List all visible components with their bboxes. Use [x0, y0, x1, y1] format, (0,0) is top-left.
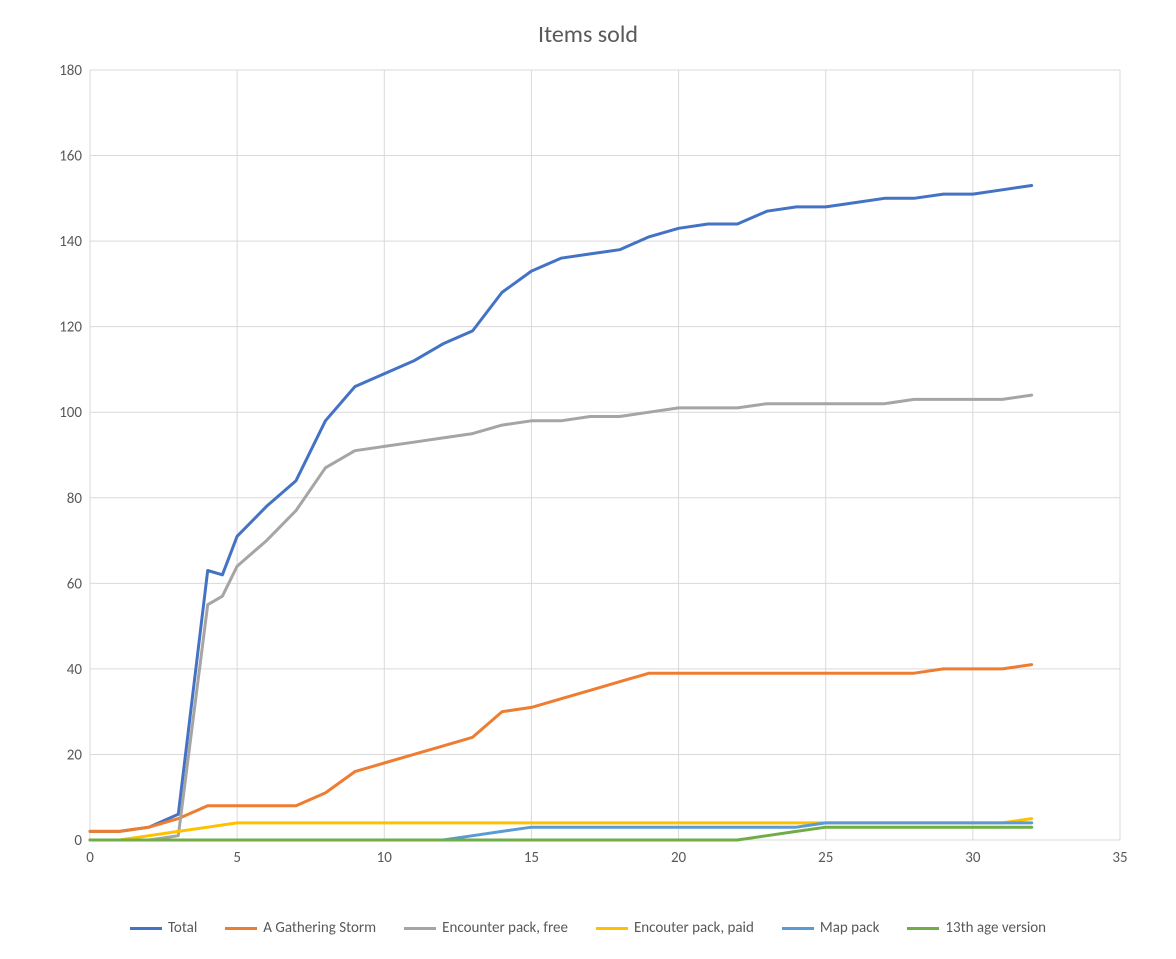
- svg-text:30: 30: [965, 849, 981, 867]
- svg-text:15: 15: [524, 849, 539, 867]
- svg-text:0: 0: [74, 832, 82, 850]
- svg-text:60: 60: [67, 575, 83, 593]
- chart-container: Items sold 0 5 10 15 20 25 30 35 0 20 40 60 80 100 12…: [0, 0, 1176, 959]
- legend-item: Encounter pack, free: [404, 919, 568, 937]
- legend-item: Map pack: [782, 919, 880, 937]
- legend-label: A Gathering Storm: [263, 919, 376, 937]
- legend-swatch: [907, 927, 939, 930]
- svg-text:120: 120: [59, 319, 82, 337]
- legend-item: 13th age version: [907, 919, 1046, 937]
- svg-text:20: 20: [671, 849, 687, 867]
- svg-text:100: 100: [59, 404, 82, 422]
- series-line: [90, 827, 1032, 840]
- legend-swatch: [130, 927, 162, 930]
- svg-text:5: 5: [233, 849, 241, 867]
- svg-text:25: 25: [818, 849, 833, 867]
- legend-swatch: [404, 927, 436, 930]
- svg-text:0: 0: [86, 849, 94, 867]
- legend-swatch: [596, 927, 628, 930]
- chart-plot-svg: 0 5 10 15 20 25 30 35 0 20 40 60 80 100 120 140 160 180: [40, 60, 1140, 880]
- svg-text:20: 20: [67, 746, 83, 764]
- series-line: [90, 823, 1032, 840]
- legend-item: Encouter pack, paid: [596, 919, 754, 937]
- svg-text:35: 35: [1112, 849, 1127, 867]
- legend-label: 13th age version: [945, 919, 1046, 937]
- legend-label: Encounter pack, free: [442, 919, 568, 937]
- svg-text:180: 180: [59, 62, 82, 80]
- legend-label: Map pack: [820, 919, 880, 937]
- series-line: [90, 395, 1032, 840]
- series-line: [90, 665, 1032, 832]
- series-line: [90, 186, 1032, 832]
- svg-text:80: 80: [67, 490, 83, 508]
- x-axis-labels: 0 5 10 15 20 25 30 35: [86, 849, 1127, 867]
- y-axis-labels: 0 20 40 60 80 100 120 140 160 180: [59, 62, 82, 850]
- chart-legend: Total A Gathering Storm Encounter pack, fr…: [0, 919, 1176, 937]
- legend-item: Total: [130, 919, 197, 937]
- legend-swatch: [225, 927, 257, 930]
- chart-grid: [90, 70, 1120, 840]
- svg-text:160: 160: [59, 148, 82, 166]
- svg-text:40: 40: [67, 661, 83, 679]
- legend-item: A Gathering Storm: [225, 919, 376, 937]
- legend-label: Total: [168, 919, 197, 937]
- svg-text:140: 140: [59, 233, 82, 251]
- chart-lines: [90, 186, 1032, 841]
- svg-text:10: 10: [377, 849, 393, 867]
- legend-swatch: [782, 927, 814, 930]
- legend-label: Encouter pack, paid: [634, 919, 754, 937]
- chart-title: Items sold: [0, 20, 1176, 49]
